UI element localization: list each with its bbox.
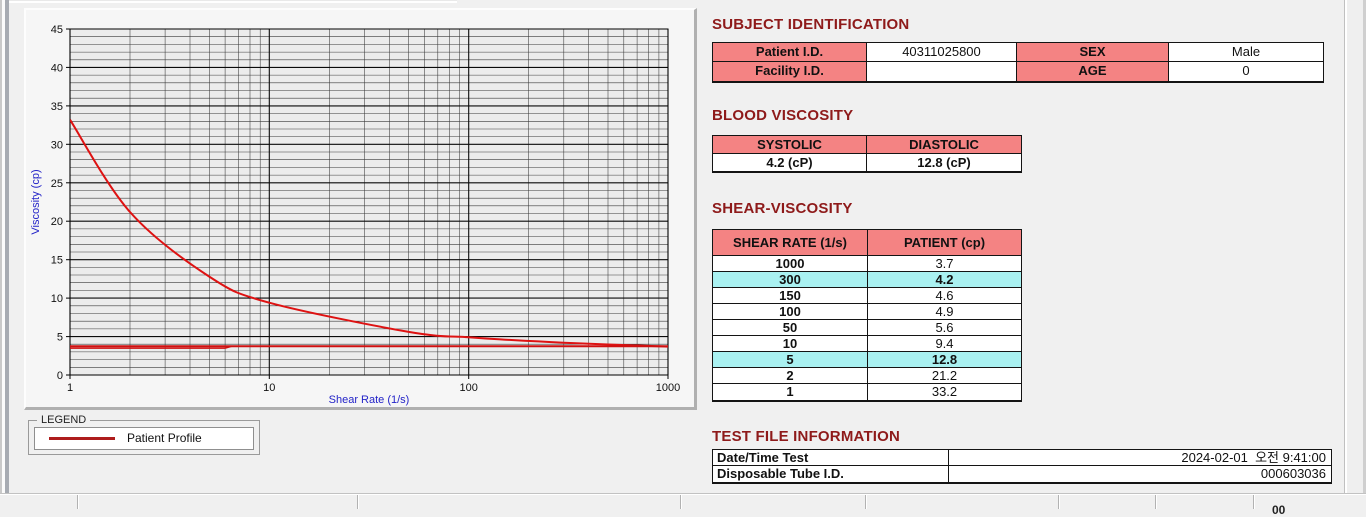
testfile-value: 000603036 [1260, 466, 1326, 481]
legend-groupbox: LEGEND Patient Profile [28, 414, 260, 455]
window-edge-top [9, 0, 457, 3]
chart-grid [69, 28, 669, 376]
patient-profile-curve [70, 119, 668, 348]
subject-identification-table: Patient I.D. 40311025800 SEX Male Facility I… [712, 42, 1324, 83]
plot-area [70, 29, 668, 375]
shear-value-cell: 3.7 [868, 256, 1021, 272]
status-bar-separator [77, 495, 79, 509]
shear-viscosity-table: SHEAR RATE (1/s) PATIENT (cp) 1000 3.7 300 4.… [712, 229, 1022, 402]
svg-text:40: 40 [51, 62, 63, 74]
subject-field-label: Facility I.D. [713, 62, 867, 81]
shear-value-cell: 12.8 [868, 352, 1021, 368]
subject-field-label: Patient I.D. [713, 43, 867, 62]
x-axis: 1 10 100 1000 [67, 375, 680, 394]
blood-header: SYSTOLIC [713, 136, 867, 154]
window-edge-right [1344, 0, 1366, 508]
status-bar-partial-text: 00 [1272, 503, 1286, 517]
svg-text:10: 10 [51, 293, 63, 305]
shear-rate-cell: 2 [713, 368, 868, 384]
window-edge-left [0, 0, 9, 508]
blood-viscosity-heading: BLOOD VISCOSITY [712, 107, 854, 124]
chart-panel: 0 5 10 15 20 25 30 35 40 45 1 10 100 1000 Shear Rate (… [24, 8, 697, 410]
reference-line [70, 345, 233, 349]
blood-header: DIASTOLIC [867, 136, 1021, 154]
status-bar-separator [865, 495, 867, 509]
shear-viscosity-heading: SHEAR-VISCOSITY [712, 200, 853, 217]
shear-rate-cell: 100 [713, 304, 868, 320]
svg-text:0: 0 [57, 370, 63, 382]
shear-value-cell: 4.6 [868, 288, 1021, 304]
subject-field-value: 40311025800 [867, 43, 1017, 62]
shear-value-cell: 33.2 [931, 384, 958, 399]
svg-text:100: 100 [460, 382, 478, 394]
blood-viscosity-table: SYSTOLIC DIASTOLIC 4.2 (cP) 12.8 (cP) [712, 135, 1022, 173]
subject-field-value: 0 [1242, 63, 1250, 78]
shear-rate-cell: 50 [713, 320, 868, 336]
y-axis-label: Viscosity (cp) [30, 169, 42, 234]
shear-value-cell: 4.9 [868, 304, 1021, 320]
shear-rate-cell: 5 [713, 352, 868, 368]
status-bar-separator [1253, 495, 1255, 509]
svg-text:35: 35 [51, 101, 63, 113]
y-axis: 0 5 10 15 20 25 30 35 40 45 [51, 24, 70, 382]
shear-rate-cell: 1 [713, 384, 868, 400]
shear-rate-cell: 300 [713, 272, 868, 288]
x-axis-label: Shear Rate (1/s) [329, 394, 410, 406]
legend-entry-label: Patient Profile [127, 431, 202, 445]
shear-header: SHEAR RATE (1/s) [713, 230, 868, 256]
test-file-information-heading: TEST FILE INFORMATION [712, 428, 901, 445]
subject-field-label: SEX [1017, 43, 1169, 62]
viscosity-chart: 0 5 10 15 20 25 30 35 40 45 1 10 100 1000 Shear Rate (… [30, 24, 680, 406]
svg-text:45: 45 [51, 24, 63, 36]
shear-rate-cell: 10 [713, 336, 868, 352]
blood-value: 12.8 (cP) [917, 155, 971, 170]
subject-identification-heading: SUBJECT IDENTIFICATION [712, 16, 910, 33]
shear-value-cell: 9.4 [868, 336, 1021, 352]
shear-rate-cell: 1000 [713, 256, 868, 272]
testfile-label: Disposable Tube I.D. [713, 466, 949, 482]
shear-value-cell: 4.2 [868, 272, 1021, 288]
shear-value-cell: 5.6 [868, 320, 1021, 336]
shear-value-cell: 21.2 [868, 368, 1021, 384]
subject-field-value [867, 62, 1017, 81]
legend-swatch-line-icon [49, 437, 115, 440]
testfile-value: 2024-02-01 오전 9:41:00 [949, 450, 1331, 466]
blood-value: 4.2 (cP) [713, 154, 867, 171]
status-bar-separator [1155, 495, 1157, 509]
subject-field-value: Male [1169, 43, 1323, 62]
svg-text:30: 30 [51, 139, 63, 151]
testfile-label: Date/Time Test [713, 450, 949, 466]
shear-rate-cell: 150 [713, 288, 868, 304]
legend-inner-panel: Patient Profile [34, 427, 254, 450]
status-bar-separator [357, 495, 359, 509]
svg-text:5: 5 [57, 332, 63, 344]
legend-title: LEGEND [37, 414, 91, 426]
status-bar-separator [680, 495, 682, 509]
svg-text:1: 1 [67, 382, 73, 394]
svg-text:15: 15 [51, 255, 63, 267]
svg-text:10: 10 [263, 382, 275, 394]
svg-text:25: 25 [51, 178, 63, 190]
svg-text:1000: 1000 [656, 382, 680, 394]
shear-header: PATIENT (cp) [868, 230, 1021, 256]
subject-field-label: AGE [1017, 62, 1169, 81]
svg-text:20: 20 [51, 216, 63, 228]
test-file-information-table: Date/Time Test 2024-02-01 오전 9:41:00 Dispo… [712, 449, 1332, 484]
status-bar-separator [1058, 495, 1060, 509]
status-bar: 00 [0, 493, 1366, 517]
